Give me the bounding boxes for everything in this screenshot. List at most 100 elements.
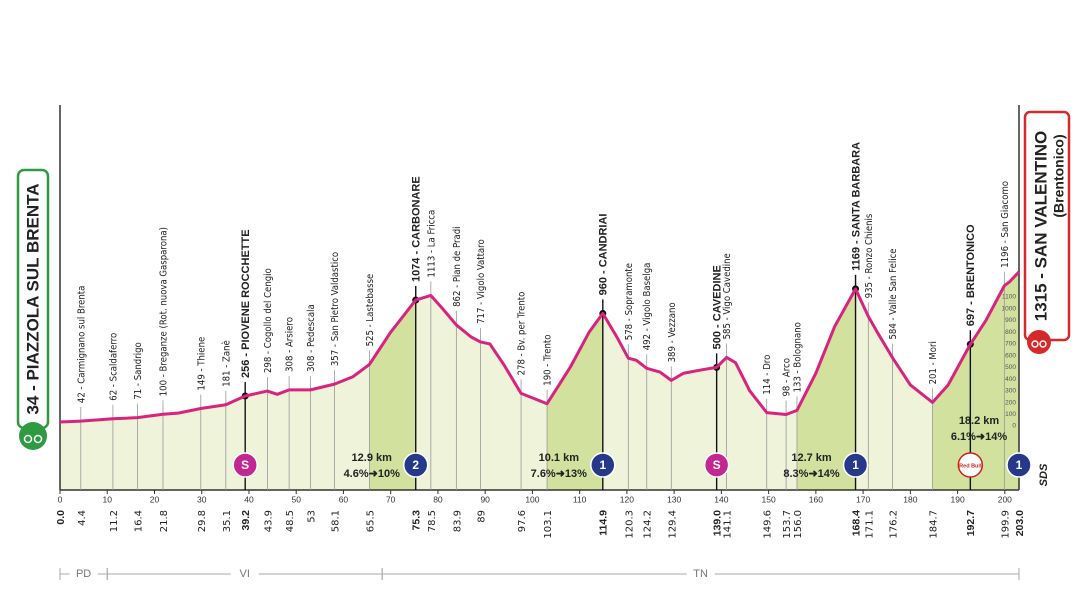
waypoint-label: 1196 - San Giacomo xyxy=(1000,181,1011,268)
km-label: 89 xyxy=(476,510,487,523)
finish-label: 1315 - SAN VALENTINO xyxy=(1031,131,1050,322)
marker-label: Red Bull xyxy=(959,463,982,469)
y-tick-label: 500 xyxy=(1005,364,1016,371)
x-tick-label: 150 xyxy=(762,494,776,504)
plot: 0 10 20 30 40 50 60 70 80 90 100 110 120 130 140 150 160… xyxy=(55,105,1032,581)
x-tick-label: 20 xyxy=(150,494,160,504)
y-tick-label: 400 xyxy=(1005,376,1016,383)
waypoint-label: 578 - Sopramonte xyxy=(624,263,635,340)
marker-badge xyxy=(402,452,429,478)
km-label: 141.1 xyxy=(723,510,734,539)
climb-gradient: 8.3%➜14% xyxy=(783,468,840,480)
km-label: 149.6 xyxy=(763,510,774,539)
waypoint-label: 278 - Bv. per Trento xyxy=(517,292,528,376)
profile-line xyxy=(59,270,1021,424)
x-tick-label: 120 xyxy=(620,494,634,504)
y-tick-label: 1100 xyxy=(1002,294,1016,301)
km-label: 176.2 xyxy=(888,510,899,539)
start-icon xyxy=(19,422,47,450)
waypoint-label: 98 - Arco xyxy=(782,358,793,396)
x-tick-label: 190 xyxy=(950,494,964,504)
waypoint-label: 133 - Bolognano xyxy=(792,322,803,392)
finish-sublabel: (Brentonico) xyxy=(1051,134,1067,217)
km-label: 168.4 xyxy=(850,510,862,536)
km-label: 16.4 xyxy=(133,510,144,532)
km-label: 184.7 xyxy=(929,510,940,539)
profile-area xyxy=(60,271,1019,490)
x-tick-label: 0 xyxy=(58,494,63,504)
region-label: TN xyxy=(693,568,708,580)
x-tick-label: 30 xyxy=(197,494,207,504)
waypoint-label: 308 - Pedescala xyxy=(306,304,317,372)
x-tick-label: 80 xyxy=(433,494,443,504)
km-label: 139.0 xyxy=(711,510,723,536)
x-tick-label: 60 xyxy=(339,494,349,504)
y-tick-label: 1000 xyxy=(1002,305,1017,312)
climb-length: 10.1 km xyxy=(539,452,580,464)
x-tick-label: 140 xyxy=(714,494,728,504)
km-label: 203.0 xyxy=(1014,510,1026,536)
waypoint-label: 862 - Pian de Pradi xyxy=(452,226,463,306)
waypoint-label: 201 - Mori xyxy=(928,341,939,384)
climb-gradient: 7.6%➜13% xyxy=(531,468,588,480)
climb-area xyxy=(932,271,1019,490)
marker-label: 1 xyxy=(1016,458,1023,472)
marker-badge xyxy=(957,452,984,478)
marker-badge xyxy=(703,452,730,478)
km-label: 153.7 xyxy=(782,510,793,539)
start-label: 34 - PIAZZOLA SUL BRENTA xyxy=(23,183,42,414)
waypoint-label: 71 - Sandrigo xyxy=(133,342,144,399)
climb-length: 12.7 km xyxy=(791,452,832,464)
km-label: 58.1 xyxy=(330,510,341,532)
waypoint-label: 960 - CANDRIAI xyxy=(598,214,610,296)
x-tick-label: 200 xyxy=(998,494,1012,504)
waypoint-label: 42 - Carmignano sul Brenta xyxy=(76,286,87,403)
start-icon xyxy=(23,434,33,444)
x-tick-label: 130 xyxy=(667,494,681,504)
side-label: SDS xyxy=(1038,463,1050,486)
waypoint-label: 114 - Dro xyxy=(762,355,773,395)
waypoint-label: 697 - BRENTONICO xyxy=(965,224,977,326)
marker-label: 1 xyxy=(852,458,859,472)
km-label: 78.5 xyxy=(427,510,438,532)
km-label: 199.9 xyxy=(1000,510,1011,539)
waypoint-label: 525 - Lastebasse xyxy=(365,274,376,347)
climb-area xyxy=(796,288,856,490)
start-icon xyxy=(33,434,43,444)
km-label: 97.6 xyxy=(517,510,528,532)
waypoint-label: 1169 - SANTA BARBARA xyxy=(850,142,862,271)
waypoint-label: 298 - Cogollo del Cengio xyxy=(263,268,274,373)
x-tick-label: 70 xyxy=(386,494,396,504)
y-tick-label: 600 xyxy=(1005,352,1016,359)
region-label-bg xyxy=(686,567,715,581)
marker-label: 1 xyxy=(599,458,606,472)
km-label: 75.3 xyxy=(411,510,423,531)
waypoint-label: 935 - Ronzo Chienis xyxy=(864,213,875,298)
x-tick-label: 100 xyxy=(525,494,539,504)
y-tick-label: 800 xyxy=(1005,329,1016,336)
x-tick-label: 90 xyxy=(480,494,490,504)
km-label: 11.2 xyxy=(109,510,120,532)
km-label: 35.1 xyxy=(222,510,233,532)
y-tick-label: 900 xyxy=(1005,317,1016,324)
finish-icon xyxy=(1031,340,1039,348)
waypoint-label: 584 - Valle San Felice xyxy=(888,248,899,339)
km-label: 103.1 xyxy=(543,510,554,539)
x-tick-label: 110 xyxy=(573,494,587,504)
y-tick-label: 700 xyxy=(1005,341,1016,348)
x-tick-label: 160 xyxy=(809,494,823,504)
marker-badge xyxy=(842,452,869,478)
km-label: 29.8 xyxy=(197,510,208,532)
km-label: 114.9 xyxy=(598,510,610,536)
km-label: 192.7 xyxy=(965,510,977,536)
finish-icon xyxy=(1039,340,1047,348)
climb-length: 18.2 km xyxy=(959,415,1000,427)
km-label: 120.3 xyxy=(624,510,635,539)
climb-gradient: 6.1%➜14% xyxy=(951,431,1008,443)
finish-icon xyxy=(1027,330,1051,354)
km-label: 53 xyxy=(306,510,317,523)
km-label: 4.4 xyxy=(77,510,88,526)
y-tick-label: 100 xyxy=(1005,411,1016,418)
